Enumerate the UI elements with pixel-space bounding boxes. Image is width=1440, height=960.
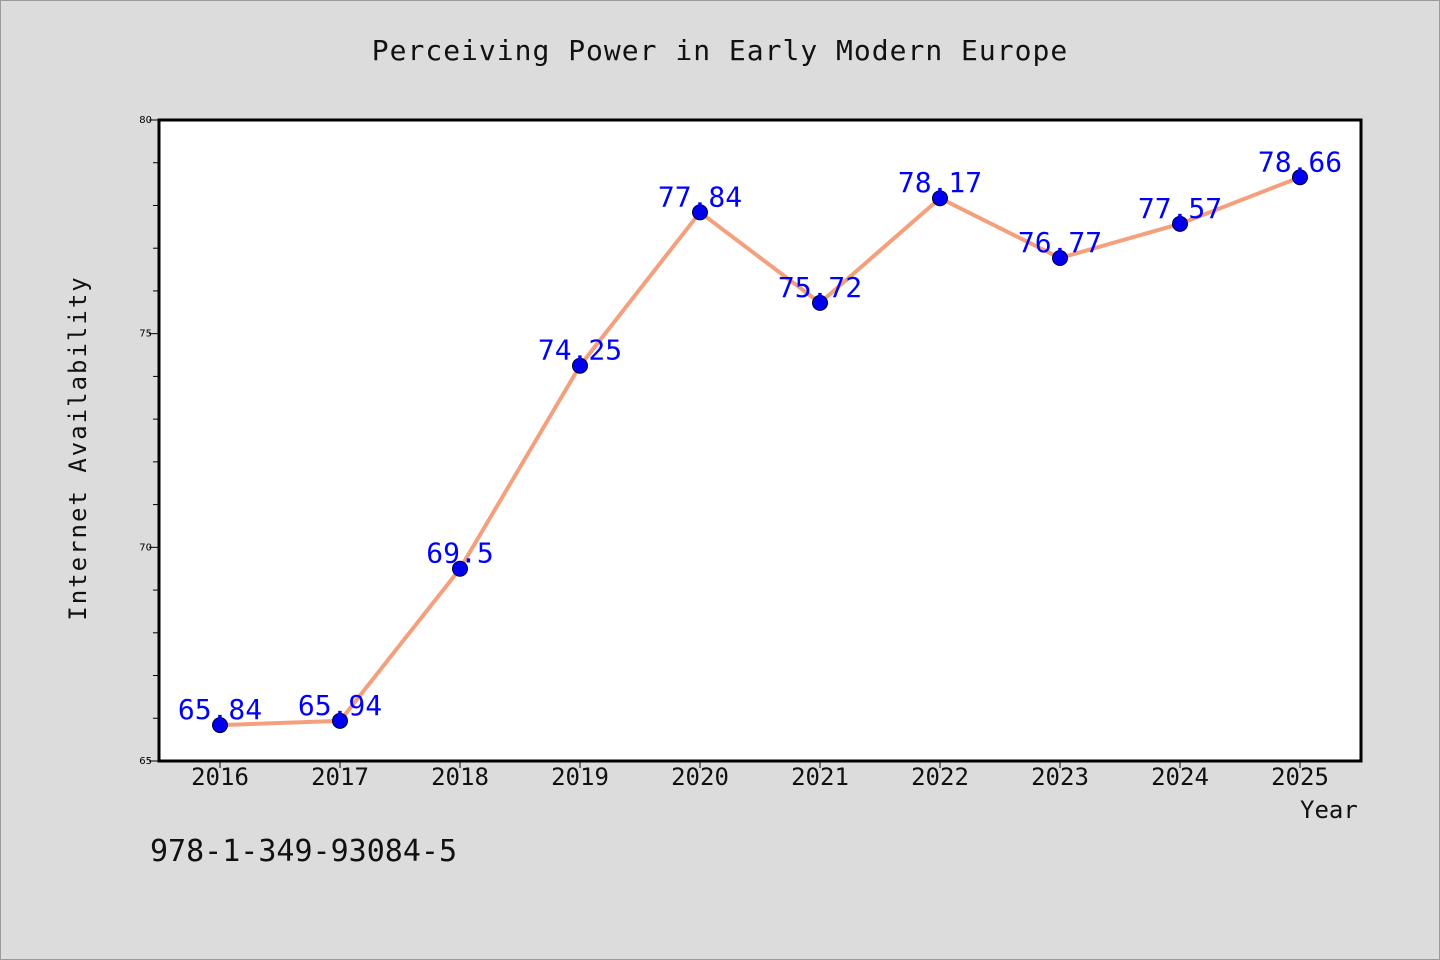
- x-axis-ticks: 2016 2017 2018 2019 2020 2021 2022 2023 2024 2025: [191, 761, 1329, 791]
- y-tick-label: 70: [139, 542, 152, 553]
- y-tick-label: 75: [139, 329, 152, 340]
- data-point: [1172, 215, 1188, 232]
- x-tick-label: 2023: [1031, 763, 1089, 791]
- data-label: 78.66: [1258, 145, 1342, 178]
- data-label: 75.72: [778, 271, 862, 304]
- y-tick-label: 80: [139, 115, 152, 126]
- y-axis-ticks: 65 70 75 80: [139, 115, 159, 767]
- data-label: 77.57: [1138, 192, 1222, 225]
- x-tick-label: 2019: [551, 763, 609, 791]
- x-axis-label: Year: [1300, 796, 1358, 824]
- x-tick-label: 2021: [791, 763, 849, 791]
- data-point: [332, 712, 348, 729]
- y-tick-label: 65: [139, 756, 152, 767]
- data-label: 74.25: [538, 334, 622, 367]
- y-axis-label: Internet Availability: [64, 275, 92, 621]
- data-point: [452, 560, 468, 577]
- data-label: 69.5: [426, 537, 493, 570]
- data-point: [212, 717, 228, 734]
- data-point: [812, 294, 828, 311]
- data-label: 77.84: [658, 180, 742, 213]
- data-label: 65.84: [178, 693, 262, 726]
- x-tick-label: 2024: [1151, 763, 1209, 791]
- data-label: 78.17: [898, 166, 982, 199]
- chart-title: Perceiving Power in Early Modern Europe: [371, 34, 1069, 67]
- x-tick-label: 2020: [671, 763, 729, 791]
- data-labels: 65.84 65.94 69.5 74.25 77.84 75.72 78.17 76.77 7…: [178, 145, 1342, 726]
- x-tick-label: 2022: [911, 763, 969, 791]
- data-label: 76.77: [1018, 226, 1102, 259]
- series-line: [219, 175, 1301, 728]
- data-point: [692, 204, 708, 221]
- data-points: [212, 169, 1308, 734]
- x-tick-label: 2017: [311, 763, 369, 791]
- isbn-text: 978-1-349-93084-5: [150, 834, 458, 869]
- data-point: [1052, 250, 1068, 267]
- plot-area: [157, 118, 1363, 763]
- data-label: 65.94: [298, 689, 382, 722]
- data-point: [1292, 169, 1308, 186]
- x-tick-label: 2016: [191, 763, 249, 791]
- x-tick-label: 2025: [1271, 763, 1329, 791]
- x-tick-label: 2018: [431, 763, 489, 791]
- data-point: [932, 190, 948, 207]
- data-point: [572, 357, 588, 374]
